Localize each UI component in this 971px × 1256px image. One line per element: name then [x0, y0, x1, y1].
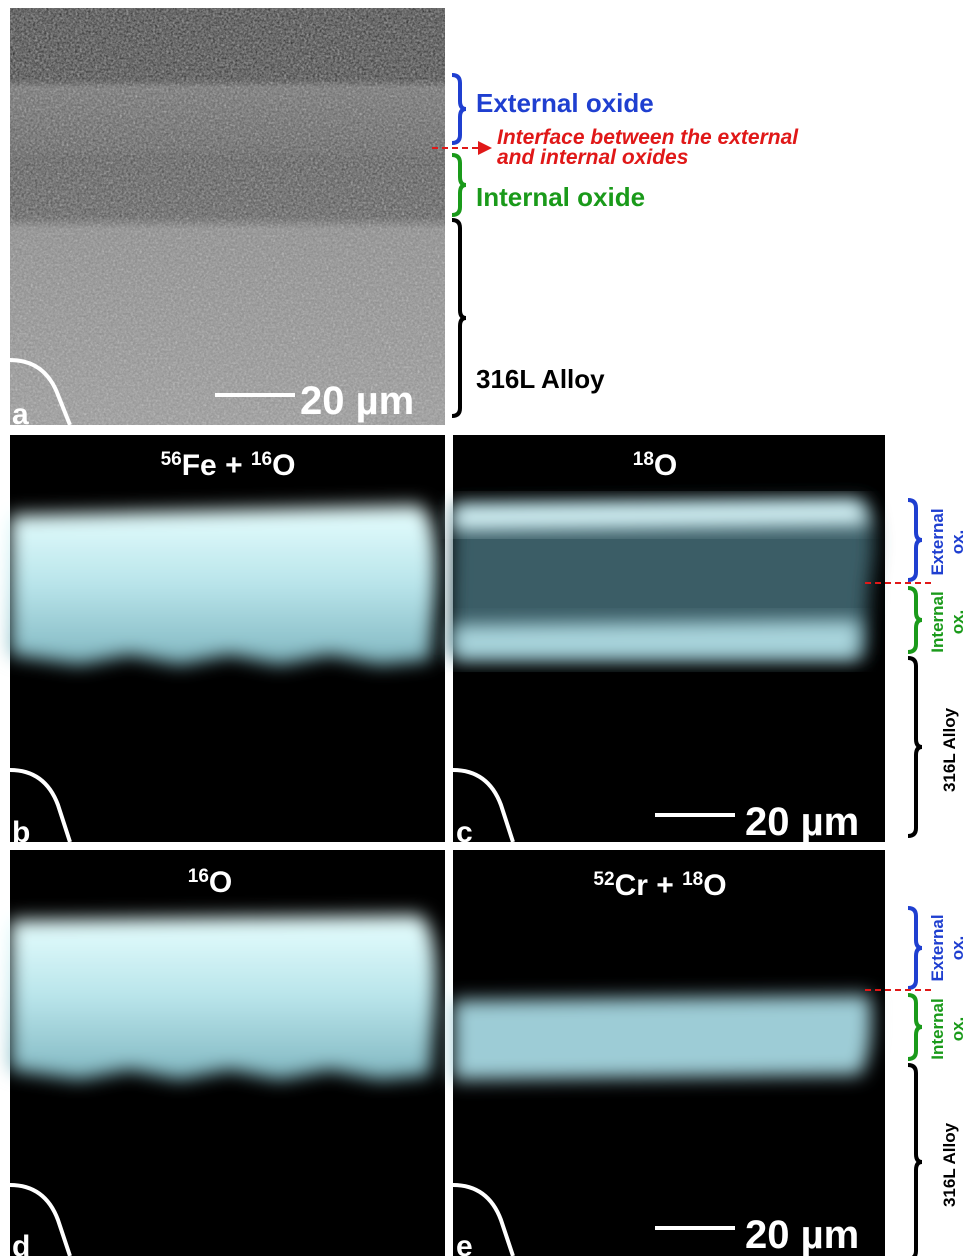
annotation: ox.: [948, 610, 967, 635]
panel-label: c: [456, 816, 473, 849]
panel-title: 18O: [633, 449, 677, 483]
superscript: 18: [633, 449, 654, 470]
brace: [907, 586, 923, 654]
title-part: Fe +: [182, 449, 251, 482]
scale-label: 20 µm: [745, 1213, 859, 1256]
panel-label: d: [12, 1230, 30, 1256]
superscript: 52: [593, 869, 614, 890]
brace: [907, 498, 923, 582]
title-part: Cr +: [615, 869, 683, 902]
superscript: 16: [251, 449, 272, 470]
title-part: O: [272, 449, 295, 482]
brace: [451, 73, 467, 145]
panel-e: 20 µm 52Cr + 18O e: [452, 850, 885, 1256]
panel-title: 52Cr + 18O: [593, 869, 726, 903]
superscript: 16: [188, 866, 209, 887]
side-annotations: External ox. Internal ox. 316L Alloy: [865, 906, 967, 1256]
corner-curve: [9, 768, 72, 843]
annotation-line: and internal oxides: [497, 146, 688, 169]
corner-curve: [9, 1183, 72, 1256]
signal: [10, 915, 436, 1080]
annotation: Interface between the external and inter…: [497, 126, 804, 169]
panel-b: 56Fe + 16O b: [9, 435, 445, 849]
panel-label: a: [12, 398, 29, 431]
scale-label: 20 µm: [300, 379, 414, 423]
signal: [453, 620, 860, 660]
superscript: 56: [161, 449, 182, 470]
title-part: O: [209, 866, 232, 899]
panel-c: 20 µm 18O c: [450, 435, 885, 849]
annotation: 316L Alloy: [476, 364, 605, 394]
arrow-head: [478, 141, 492, 155]
signal: [453, 500, 870, 530]
panel-label: e: [456, 1230, 473, 1256]
brace: [907, 993, 923, 1061]
annotation: External: [928, 508, 947, 575]
scale-label: 20 µm: [745, 800, 859, 844]
brace: [907, 656, 923, 838]
panel-title: 56Fe + 16O: [161, 449, 296, 483]
annotation: External: [928, 914, 947, 981]
annotation: Internal: [928, 591, 947, 652]
panel-title: 16O: [188, 866, 232, 900]
sem-image: [10, 8, 445, 425]
brace: [451, 153, 467, 217]
annotation-line: Interface between the external: [497, 126, 799, 149]
annotation: Internal: [928, 998, 947, 1059]
brace: [907, 1063, 923, 1256]
annotation: ox.: [948, 936, 967, 961]
signal: [10, 505, 436, 665]
annotation: 316L Alloy: [940, 707, 959, 792]
corner-curve: [452, 768, 515, 843]
annotation: ox.: [948, 1017, 967, 1042]
panel-d: 16O d: [9, 850, 445, 1256]
title-part: O: [703, 869, 726, 902]
superscript: 18: [682, 869, 703, 890]
brace: [907, 906, 923, 990]
brace: [451, 218, 467, 418]
title-part: O: [654, 449, 677, 482]
side-annotations: External ox. Internal ox. 316L Alloy: [865, 498, 967, 838]
signal: [453, 995, 872, 1080]
panel-label: b: [12, 816, 30, 849]
annotation: Internal oxide: [476, 182, 645, 212]
corner-curve: [452, 1183, 515, 1256]
annotation: ox.: [948, 530, 967, 555]
signal: [450, 500, 874, 655]
annotation: External oxide: [476, 88, 654, 118]
annotation: 316L Alloy: [940, 1122, 959, 1207]
panel-a: 20 µm a External oxide Interface between…: [9, 8, 804, 431]
corner-curve: [9, 358, 72, 426]
